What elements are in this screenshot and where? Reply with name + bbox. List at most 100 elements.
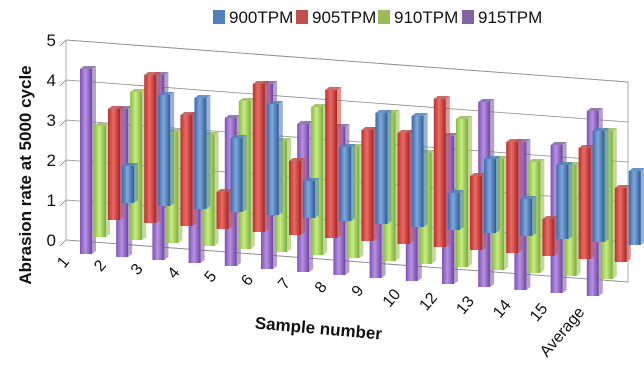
bar-top [520,196,537,199]
bar-top [180,112,197,115]
bar-top [158,92,175,95]
x-tick-label: 12 [417,290,442,315]
bar-905TPM-3 [180,112,197,226]
bar-top [478,99,495,102]
bar-front [375,113,388,224]
bar-side [134,163,138,203]
bar-side [604,128,609,242]
bar-top [266,101,283,104]
bar-front [252,84,265,232]
bar-front [80,69,92,254]
bar-top [361,127,378,130]
x-tick-label: 9 [349,282,368,300]
bar-front [158,95,171,206]
bar-900TPM-9 [411,113,428,227]
bar-top [484,156,500,159]
x-axis-label: Sample number [254,313,383,343]
bar-top [528,159,545,162]
x-tick-label: 3 [128,261,147,279]
bar-side [315,178,319,218]
bar-900TPM-14 [556,162,573,239]
bar-side [568,162,573,239]
bar-side [532,196,537,236]
bar-top [447,190,464,193]
bar-900TPM-6 [303,178,319,218]
side-gridline-1 [59,199,67,207]
y-tick-label: 5 [47,31,56,50]
bar-side [459,190,464,230]
bar-905TPM-10 [433,96,450,247]
legend-swatch-905TPM [296,10,308,24]
bar-top [578,145,595,148]
bar-905TPM-1 [108,106,124,220]
bar-900TPM-13 [520,196,537,236]
legend-label-905TPM: 905TPM [312,8,376,27]
bar-front [484,159,496,233]
bar-side [206,95,211,209]
bar-layer [80,66,644,296]
legend: 900TPM 905TPM 910TPM 915TPM [213,8,542,27]
bar-side [242,135,247,212]
bar-900TPM-10 [447,190,464,230]
bar-top [506,139,523,142]
side-gridline-0 [59,239,67,247]
bar-top [80,66,96,69]
bar-front [506,142,519,253]
bar-side [278,101,283,215]
bar-905TPM-6 [289,158,305,235]
bar-top [592,128,609,131]
y-axis-label: Abrasion rate at 5000 cycle [16,65,35,284]
x-tick-label: 14 [490,297,515,322]
bar-front [339,147,352,221]
bar-top [130,89,147,92]
bar-top [397,130,414,133]
bar-top [194,95,211,98]
x-tick-label: 4 [165,264,184,282]
bar-top [94,123,110,126]
bar-front [361,130,374,241]
bar-905TPM-5 [252,81,269,232]
x-tick-label: 5 [202,268,221,286]
bar-top [550,142,567,145]
bar-900TPM-2 [158,92,175,206]
legend-swatch-915TPM [462,10,474,24]
bar-top [224,115,241,118]
bar-top [108,106,124,109]
x-tick-label: 1 [54,254,73,272]
bar-top [470,173,486,176]
bar-front [592,131,605,242]
bar-top [339,144,356,147]
bar-top [311,104,328,107]
bar-side [640,168,644,245]
x-tick-label: 15 [527,300,552,325]
bar-top [230,135,247,138]
legend-swatch-910TPM [378,10,390,24]
bar-front [216,192,229,229]
bar-top [216,189,233,192]
side-gridline-4 [59,79,67,87]
bar-front [397,133,410,244]
bar-905TPM-7 [325,87,342,238]
bar-top [542,216,559,219]
bar-side [170,92,175,206]
bar-top [122,163,138,166]
legend-label-915TPM: 915TPM [478,8,542,27]
bar-top [325,87,342,90]
y-tick-label: 4 [47,71,56,90]
bar-front [303,181,315,218]
legend-label-910TPM: 910TPM [394,8,458,27]
bar-front [325,90,338,238]
bar-905TPM-9 [397,130,414,244]
bar-top [433,96,450,99]
y-tick-label: 0 [47,231,56,250]
bar-top [238,98,255,101]
bar-top [628,168,644,171]
bar-front [230,138,243,212]
bar-side [387,110,392,224]
bar-front [94,126,106,237]
y-tick-label: 3 [47,111,56,130]
bar-905TPM-12 [470,173,486,250]
x-tick-label: 2 [91,257,110,275]
bar-900TPM-5 [266,101,283,215]
bar-front [447,193,460,230]
